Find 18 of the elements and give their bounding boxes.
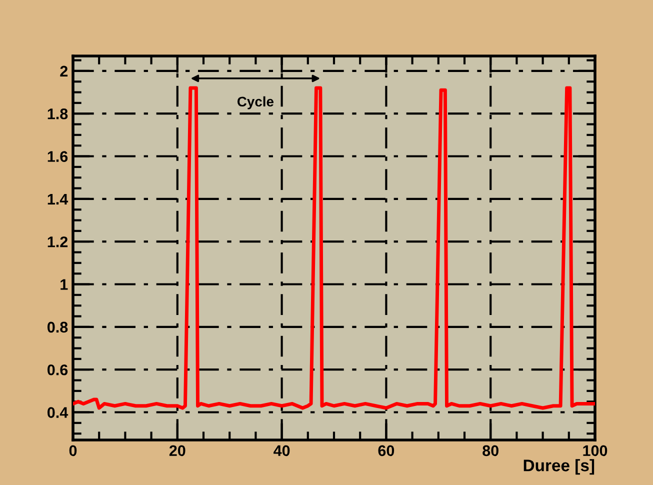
y-tick-label: 1.2 xyxy=(48,236,68,248)
x-tick-label: 0 xyxy=(69,445,77,456)
y-tick-label: 1.8 xyxy=(48,108,68,120)
y-tick-label: 1 xyxy=(60,279,68,290)
y-tick-label: 1.4 xyxy=(48,194,68,204)
y-tick-label: 1.6 xyxy=(48,151,68,162)
x-axis-title: Duree [s] xyxy=(524,459,594,475)
x-tick-label: 80 xyxy=(482,445,498,456)
y-tick-label: 2 xyxy=(60,66,68,76)
y-tick-label: 0.8 xyxy=(48,322,68,333)
y-tick-label: 0.4 xyxy=(48,407,68,418)
x-tick-label: 60 xyxy=(378,445,394,456)
x-tick-label: 20 xyxy=(169,445,186,456)
y-tick-label: 0.6 xyxy=(48,364,68,376)
x-tick-label: 40 xyxy=(274,445,290,456)
line-series xyxy=(73,86,595,410)
x-tick-label: 100 xyxy=(583,445,608,456)
annotation: Cycle xyxy=(237,96,274,110)
